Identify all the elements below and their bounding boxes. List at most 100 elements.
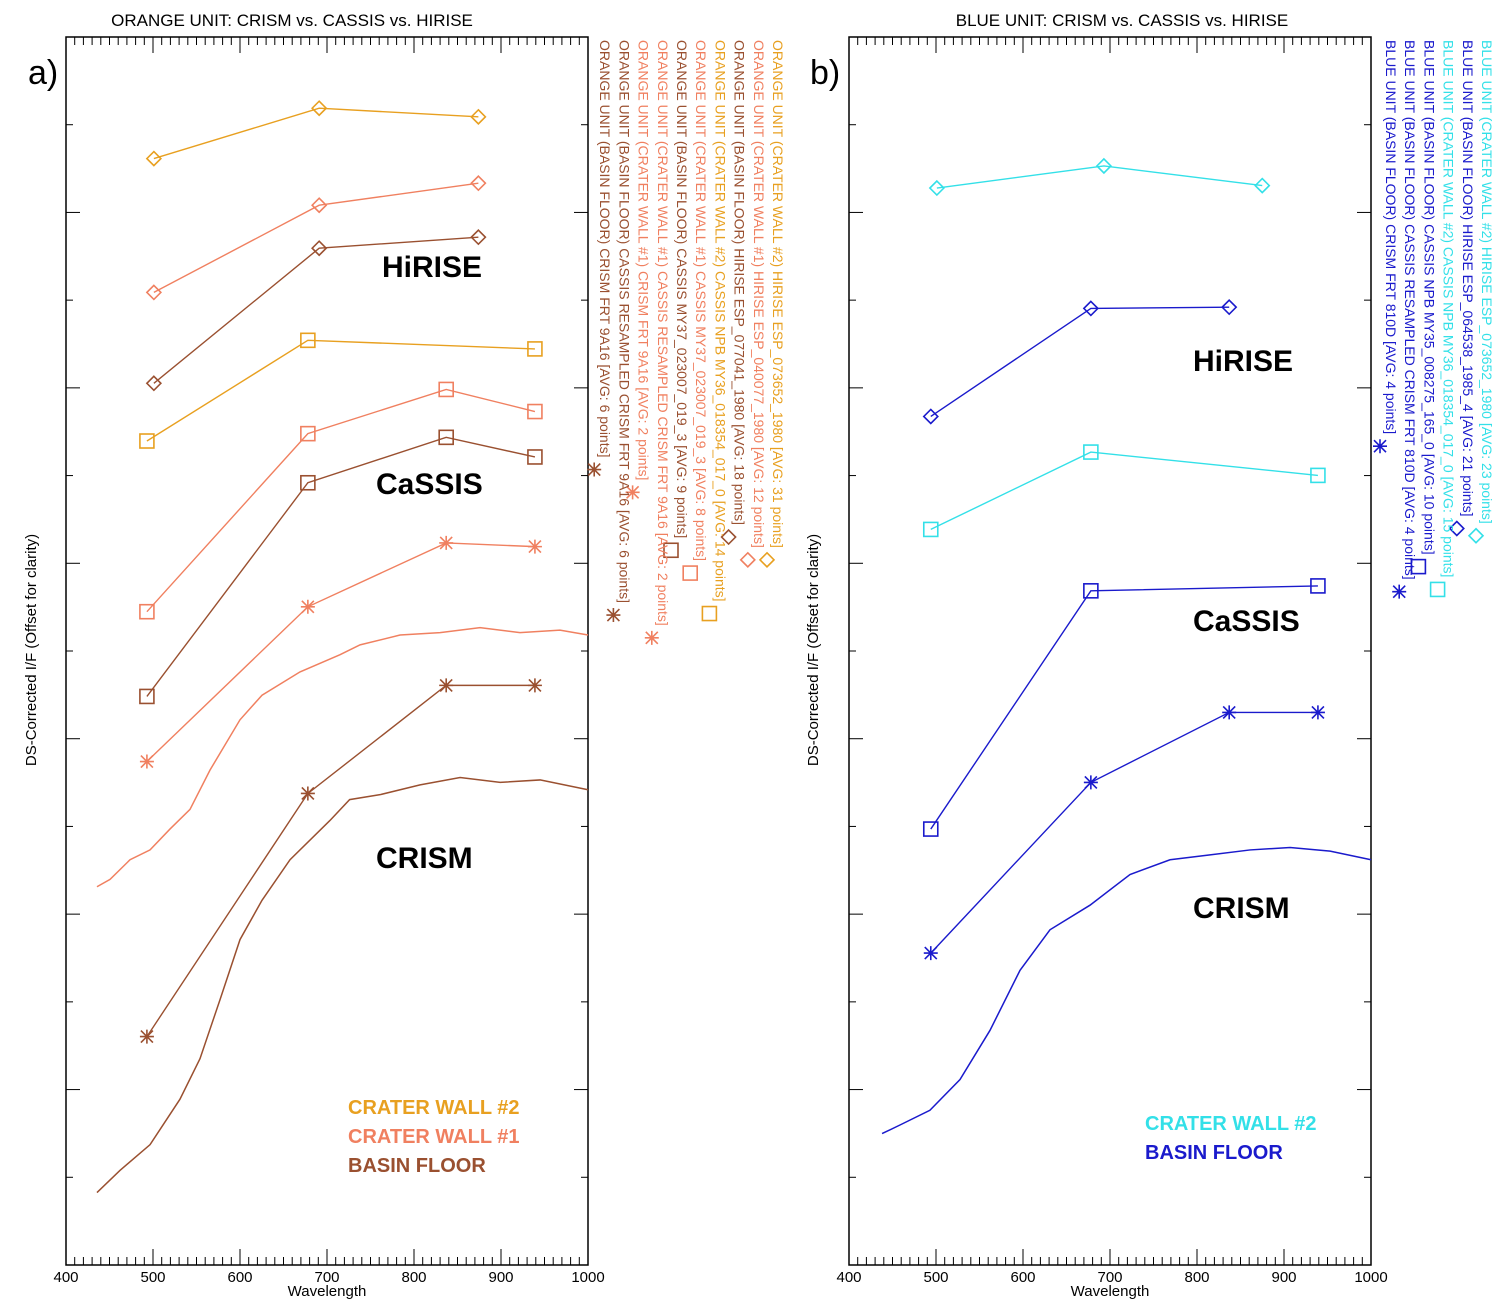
- data-point: [470, 108, 487, 125]
- data-point: [139, 688, 155, 705]
- legend-entry: BLUE UNIT (BASIN FLOOR) CASSIS RESAMPLED…: [1402, 40, 1418, 580]
- key-entry: BASIN FLOOR: [1145, 1142, 1283, 1164]
- series-line: [936, 165, 1263, 189]
- x-tick-label: 1000: [571, 1269, 604, 1286]
- data-point: [300, 786, 315, 801]
- data-point: [923, 946, 938, 961]
- data-point: [1083, 444, 1099, 460]
- legend-entry: ORANGE UNIT (BASIN FLOOR) HIRISE ESP_077…: [732, 40, 748, 525]
- data-point: [527, 539, 542, 554]
- data-point: [922, 408, 939, 425]
- data-point: [439, 535, 454, 550]
- x-tick-label: 500: [923, 1269, 948, 1286]
- x-tick-label: 400: [836, 1269, 861, 1286]
- x-tick-label: 1000: [1354, 1269, 1387, 1286]
- data-point: [928, 179, 946, 197]
- legend-marker: [1410, 558, 1427, 575]
- legend-marker: [701, 605, 718, 622]
- legend-marker: [625, 485, 640, 500]
- chart-panel-b: 400 500 600 700 800 900 1000 Wavelength DS-Corre…: [805, 11, 1495, 1300]
- chart-title: ORANGE UNIT: CRISM vs. CASSIS vs. HIRISE: [111, 11, 473, 30]
- key-entry: CRATER WALL #2: [1145, 1113, 1317, 1135]
- data-point: [438, 429, 454, 446]
- data-point: [527, 678, 542, 693]
- series-line: [146, 542, 535, 763]
- series-line: [153, 107, 479, 160]
- legend-entry: BLUE UNIT (CRATER WALL #2) HIRISE ESP_07…: [1479, 40, 1495, 524]
- series: [922, 299, 1238, 425]
- data-point: [1310, 705, 1325, 720]
- series-line: [146, 684, 535, 1037]
- legend-entry: BLUE UNIT (BASIN FLOOR) CRISM FRT 810D […: [1383, 40, 1399, 434]
- series: [96, 776, 589, 1194]
- x-tick-label: 400: [53, 1269, 78, 1286]
- data-point: [922, 521, 939, 538]
- data-point: [1222, 705, 1237, 720]
- data-point: [1083, 583, 1099, 599]
- series-line: [930, 711, 1318, 954]
- data-point: [470, 175, 487, 192]
- series-line: [930, 451, 1319, 531]
- legend-marker: [758, 551, 776, 568]
- series: [139, 678, 542, 1044]
- x-tick-label: 800: [1184, 1269, 1209, 1286]
- data-point: [1310, 467, 1326, 484]
- data-point: [1095, 157, 1113, 175]
- series-line: [146, 436, 536, 697]
- series: [928, 157, 1271, 197]
- data-point: [300, 425, 316, 442]
- series-line: [881, 846, 1372, 1135]
- key-entry: CRATER WALL #1: [348, 1126, 520, 1148]
- legend-marker: [1392, 584, 1407, 599]
- legend-entry: BLUE UNIT (BASIN FLOOR) HIRISE ESP_06453…: [1460, 40, 1476, 517]
- x-tick-label: 800: [401, 1269, 426, 1286]
- legend-marker: [1373, 439, 1387, 454]
- data-point: [527, 341, 543, 357]
- legend-entry: ORANGE UNIT (CRATER WALL #1) CASSIS RESA…: [655, 40, 671, 626]
- series-line: [930, 306, 1230, 418]
- data-point: [1083, 775, 1098, 790]
- data-point: [439, 678, 454, 693]
- panel-label: b): [810, 54, 840, 92]
- series-line: [96, 626, 589, 888]
- data-point: [145, 150, 163, 167]
- legend-marker: [682, 565, 699, 581]
- data-point: [311, 100, 328, 117]
- group-label-cassis: CaSSIS: [376, 468, 483, 501]
- legend-entry: ORANGE UNIT (BASIN FLOOR) CASSIS MY37_02…: [674, 40, 690, 538]
- data-point: [139, 433, 155, 449]
- x-tick-label: 900: [1271, 1269, 1296, 1286]
- data-point: [139, 603, 155, 620]
- data-point: [300, 474, 316, 491]
- panel-label: a): [28, 54, 58, 92]
- plot-frame: [848, 36, 1372, 1266]
- group-label-cassis: CaSSIS: [1193, 605, 1300, 638]
- y-axis-label: DS-Corrected I/F (Offset for clarity): [805, 534, 822, 766]
- x-tick-label: 600: [227, 1269, 252, 1286]
- data-point: [145, 375, 163, 392]
- legend-marker: [663, 542, 679, 559]
- x-tick-label: 500: [140, 1269, 165, 1286]
- data-point: [300, 599, 315, 614]
- legend-marker: [1448, 520, 1465, 537]
- legend-entry: ORANGE UNIT (CRATER WALL #1) HIRISE ESP_…: [751, 40, 767, 548]
- data-point: [311, 197, 328, 214]
- series: [922, 578, 1326, 837]
- legend-marker: [644, 630, 659, 645]
- series: [96, 626, 589, 888]
- series: [922, 444, 1326, 538]
- data-point: [139, 754, 154, 769]
- group-label-crism: CRISM: [376, 842, 473, 875]
- series: [881, 846, 1372, 1135]
- series-line: [96, 776, 589, 1194]
- series: [139, 429, 543, 705]
- series: [145, 229, 487, 392]
- series: [923, 705, 1325, 961]
- key-entry: BASIN FLOOR: [348, 1155, 486, 1177]
- x-axis-label: Wavelength: [1071, 1283, 1150, 1300]
- series: [145, 175, 487, 301]
- chart-title: BLUE UNIT: CRISM vs. CASSIS vs. HIRISE: [956, 11, 1289, 30]
- series-line: [153, 182, 479, 294]
- x-tick-label: 700: [1097, 1269, 1122, 1286]
- series-line: [153, 236, 479, 384]
